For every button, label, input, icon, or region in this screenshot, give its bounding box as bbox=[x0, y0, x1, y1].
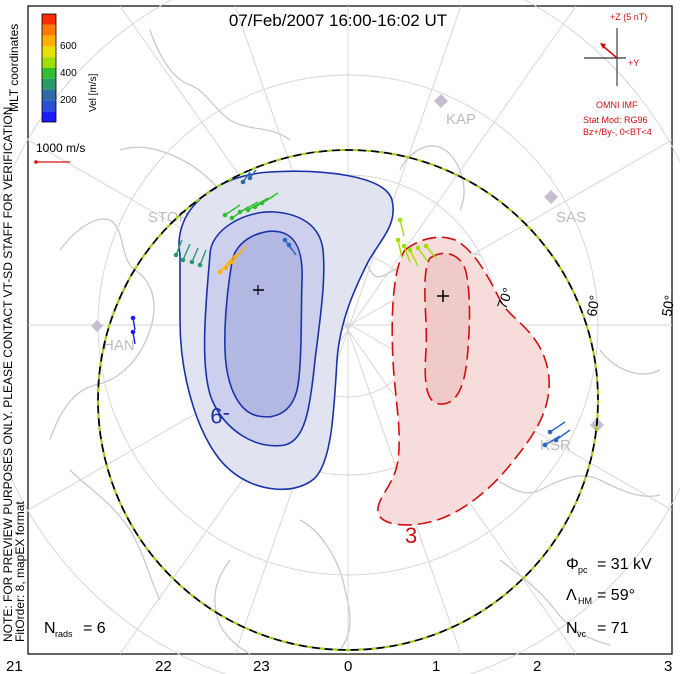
station-label-han: HAN bbox=[103, 337, 135, 354]
imf-y-label: +Y bbox=[628, 58, 639, 68]
station-label-sas: SAS bbox=[556, 209, 586, 226]
colorbar-segment bbox=[42, 89, 56, 101]
imf-vector-head bbox=[600, 43, 606, 49]
svg-text:= 6: = 6 bbox=[83, 620, 106, 637]
hm-boundary-dash bbox=[97, 149, 599, 651]
svg-text:pc: pc bbox=[578, 565, 588, 575]
plot-frame bbox=[27, 5, 673, 655]
station-marker-han bbox=[91, 320, 103, 332]
scale-label: 1000 m/s bbox=[36, 141, 85, 155]
colorbar-segment bbox=[42, 111, 56, 122]
mlt-axis: 21 22 23 0 1 2 3 bbox=[6, 658, 672, 674]
stat-nrads: N rads = 6 bbox=[44, 620, 106, 639]
negative-potential-cell: -9 bbox=[178, 170, 394, 491]
imf-stat-model: Stat Mod: RG96 bbox=[583, 115, 648, 125]
imf-z-label: +Z (5 nT) bbox=[610, 12, 647, 22]
station-label-ksr: KSR bbox=[540, 437, 571, 454]
svg-text:Λ: Λ bbox=[566, 587, 577, 604]
lat-label-70: 70° bbox=[494, 286, 516, 311]
contour-outer-positive bbox=[377, 236, 550, 526]
mlt-tick-2: 2 bbox=[533, 658, 541, 674]
colorbar-segment bbox=[42, 46, 56, 58]
contour-label-positive: 3 bbox=[405, 523, 417, 548]
fit-order-label: FitOrder: 8, mapEX format bbox=[13, 501, 27, 642]
stat-lambda-hm: Λ HM = 59° bbox=[566, 587, 635, 606]
imf-vector bbox=[602, 45, 618, 59]
lat-label-60: 60° bbox=[583, 294, 602, 318]
mlt-tick-21: 21 bbox=[6, 658, 23, 674]
stat-nvc: N vc = 71 bbox=[566, 620, 629, 639]
mlt-tick-0: 0 bbox=[344, 658, 352, 674]
svg-text:HM: HM bbox=[578, 596, 592, 606]
colorbar-tick-600: 600 bbox=[60, 41, 77, 52]
vector-cluster-north bbox=[222, 192, 279, 221]
svg-text:vc: vc bbox=[577, 629, 587, 639]
mlt-tick-3: 3 bbox=[664, 658, 672, 674]
mlt-tick-22: 22 bbox=[155, 658, 172, 674]
svg-text:= 71: = 71 bbox=[597, 620, 629, 637]
svg-text:Φ: Φ bbox=[566, 556, 579, 573]
scale-vector-origin bbox=[34, 160, 38, 164]
vector-cluster-ksr bbox=[542, 421, 571, 448]
svg-text:N: N bbox=[44, 620, 56, 637]
colorbar-segment bbox=[42, 35, 56, 47]
svg-text:= 31 kV: = 31 kV bbox=[597, 556, 652, 573]
imf-source: OMNI IMF bbox=[596, 100, 638, 110]
vector-cluster-west bbox=[173, 239, 207, 268]
svg-text:rads: rads bbox=[55, 629, 73, 639]
vector-cluster-orange bbox=[217, 245, 247, 275]
contour-inner-positive bbox=[424, 252, 471, 405]
colorbar-frame bbox=[41, 13, 57, 123]
colorbar-segment bbox=[42, 57, 56, 68]
colorbar-segment bbox=[42, 68, 56, 79]
vector-cluster-han bbox=[130, 315, 136, 345]
svg-text:= 59°: = 59° bbox=[597, 587, 635, 604]
vector-cluster-small bbox=[282, 237, 297, 256]
lat-label-50: 50° bbox=[658, 294, 677, 318]
contour-label-negative: -9 bbox=[210, 403, 230, 428]
colorbar-segment bbox=[42, 24, 56, 36]
station-marker-kap bbox=[434, 94, 448, 108]
coords-label: MLT coordinates bbox=[7, 24, 21, 112]
positive-potential-cell: 3 bbox=[377, 236, 550, 548]
stat-phi-pc: Φ pc = 31 kV bbox=[566, 556, 652, 575]
imf-condition: Bz+/By-, 0<BT<4 bbox=[583, 127, 652, 137]
preview-note: NOTE: FOR PREVIEW PURPOSES ONLY. PLEASE … bbox=[1, 103, 15, 642]
svg-text:N: N bbox=[566, 620, 578, 637]
vector-cluster-center bbox=[395, 217, 437, 267]
colorbar-tick-400: 400 bbox=[60, 68, 77, 79]
contour-inner-negative bbox=[224, 230, 303, 418]
mlt-tick-1: 1 bbox=[432, 658, 440, 674]
colorbar-segment bbox=[42, 14, 56, 25]
vector-cluster-top bbox=[240, 169, 257, 185]
colorbar-tick-200: 200 bbox=[60, 95, 77, 106]
velocity-colorbar bbox=[41, 13, 57, 123]
colorbar-segment bbox=[42, 78, 56, 90]
station-marker-sas bbox=[544, 190, 558, 204]
station-label-kap: KAP bbox=[446, 111, 476, 128]
colorbar-segment bbox=[42, 100, 56, 112]
mlt-tick-23: 23 bbox=[253, 658, 270, 674]
velocity-vectors bbox=[130, 169, 571, 448]
colorbar-units: Vel [m/s] bbox=[88, 73, 99, 112]
plot-title: 07/Feb/2007 16:00-16:02 UT bbox=[229, 11, 447, 30]
